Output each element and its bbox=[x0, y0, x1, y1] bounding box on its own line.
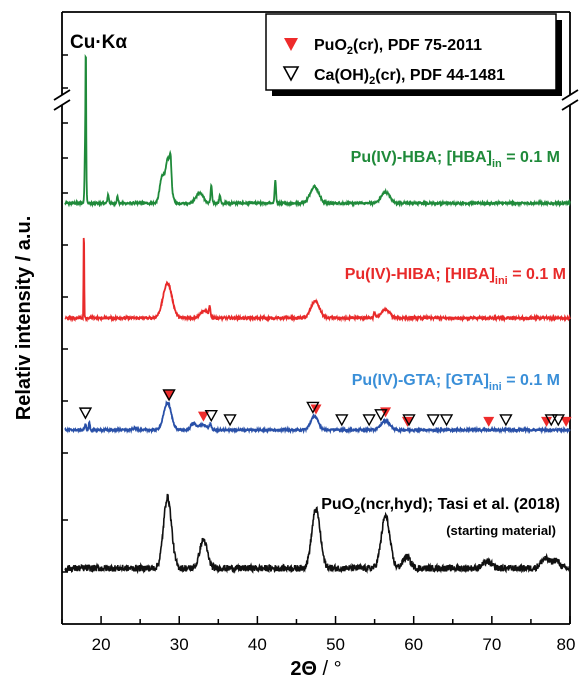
trace-series-3 bbox=[64, 493, 571, 575]
caoh2-marker bbox=[374, 409, 388, 422]
axis-break-left-b bbox=[53, 99, 71, 111]
caoh2-marker bbox=[426, 414, 440, 427]
puo2-marker bbox=[483, 416, 495, 427]
legend-caoh2-label: Ca(OH)2(cr), PDF 44-1481 bbox=[314, 67, 505, 87]
x-axis-label: 2Θ / ° bbox=[290, 658, 341, 680]
x-axis: 20 30 40 50 60 70 80 bbox=[61, 616, 576, 654]
caoh2-marker bbox=[362, 414, 376, 427]
x-tick-label: 50 bbox=[326, 635, 345, 654]
x-tick-label: 60 bbox=[404, 635, 423, 654]
y-axis-label: Relativ intensity / a.u. bbox=[13, 216, 35, 421]
trace-series-1 bbox=[64, 237, 571, 323]
caoh2-marker bbox=[223, 414, 237, 427]
y-ticks bbox=[62, 54, 68, 573]
caoh2-marker bbox=[439, 414, 454, 427]
x-tick-label: 30 bbox=[170, 635, 189, 654]
axis-break-right-b bbox=[561, 99, 579, 111]
legend-puo2-label: PuO2(cr), PDF 75-2011 bbox=[314, 37, 482, 57]
puo2-marker bbox=[310, 404, 322, 415]
traces bbox=[64, 53, 571, 575]
caoh2-marker bbox=[544, 414, 558, 427]
x-tick-label: 80 bbox=[557, 635, 576, 654]
caoh2-marker bbox=[78, 407, 93, 420]
legend-box bbox=[265, 13, 557, 91]
series-note-starting-material: (starting material) bbox=[446, 523, 556, 538]
caoh2-marker bbox=[204, 409, 218, 423]
caoh2-marker bbox=[162, 389, 176, 402]
series-label-hba: Pu(IV)-HBA; [HBA]in = 0.1 M bbox=[351, 149, 560, 170]
axis-break-left-a bbox=[53, 89, 71, 101]
series-label-hiba: Pu(IV)-HIBA; [HIBA]ini = 0.1 M bbox=[345, 266, 566, 287]
trace-series-2 bbox=[64, 399, 571, 435]
puo2-marker bbox=[197, 411, 209, 422]
puo2-marker bbox=[541, 416, 553, 427]
axis-break-right-a bbox=[561, 89, 579, 101]
legend-caoh2-marker bbox=[282, 66, 300, 82]
trace-series-0 bbox=[64, 53, 571, 208]
x-tick-label: 70 bbox=[482, 635, 501, 654]
caoh2-marker bbox=[402, 414, 416, 427]
legend-puo2-marker bbox=[284, 38, 298, 51]
legend: PuO2(cr), PDF 75-2011 Ca(OH)2(cr), PDF 4… bbox=[265, 13, 562, 96]
series-label-gta: Pu(IV)-GTA; [GTA]ini = 0.1 M bbox=[352, 372, 560, 393]
series-label-puo2-ncr: PuO2(ncr,hyd); Tasi et al. (2018) bbox=[321, 496, 560, 517]
x-tick-label: 40 bbox=[248, 635, 267, 654]
caoh2-marker bbox=[551, 414, 565, 427]
caoh2-marker bbox=[499, 414, 513, 427]
caoh2-marker bbox=[335, 414, 349, 427]
plot-frame bbox=[53, 11, 579, 625]
radiation-label: Cu·Kα bbox=[70, 32, 127, 53]
puo2-marker bbox=[560, 416, 572, 427]
x-tick-label: 20 bbox=[92, 635, 111, 654]
caoh2-marker bbox=[306, 401, 320, 414]
phase-markers bbox=[78, 389, 572, 427]
